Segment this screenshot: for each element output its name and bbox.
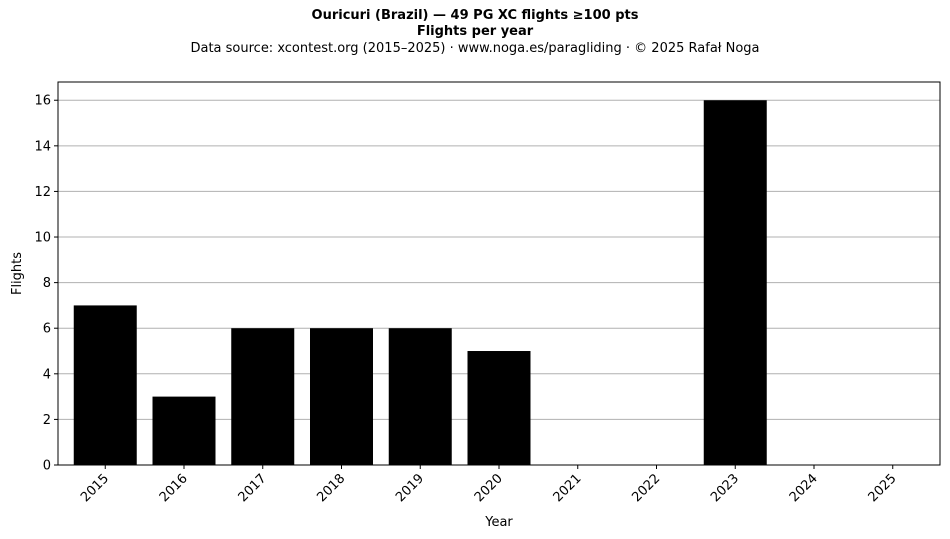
- y-tick-label: 12: [34, 185, 51, 200]
- y-tick-label: 8: [43, 276, 51, 291]
- x-axis-ticks: 2015 2016 2017 2018 2019 2020 2021 2022 2023 2024…: [78, 465, 900, 505]
- y-tick-label: 2: [43, 413, 51, 428]
- bar-2019: [388, 328, 452, 465]
- bar-2020: [467, 351, 531, 465]
- bar-2017: [231, 328, 295, 465]
- x-tick-label: 2017: [236, 471, 270, 505]
- y-tick-label: 16: [34, 94, 51, 109]
- chart-source: Data source: xcontest.org (2015–2025) · …: [190, 41, 760, 56]
- bars: [73, 100, 767, 465]
- chart-title: Ouricuri (Brazil) — 49 PG XC flights ≥10…: [311, 8, 639, 23]
- y-tick-label: 10: [34, 231, 51, 246]
- chart-subtitle: Flights per year: [416, 24, 534, 39]
- bar-2015: [73, 305, 137, 465]
- x-axis-label: Year: [484, 515, 513, 530]
- x-tick-label: 2021: [551, 471, 585, 505]
- x-tick-label: 2019: [393, 471, 427, 505]
- x-tick-label: 2016: [157, 471, 191, 505]
- y-tick-label: 6: [43, 322, 51, 337]
- x-tick-label: 2018: [314, 471, 348, 505]
- y-tick-label: 14: [34, 139, 51, 154]
- bar-2023: [703, 100, 767, 465]
- y-tick-label: 0: [43, 459, 51, 474]
- y-tick-label: 4: [43, 367, 51, 382]
- bar-2016: [152, 396, 216, 465]
- x-tick-label: 2023: [708, 471, 742, 505]
- chart-titles: Ouricuri (Brazil) — 49 PG XC flights ≥10…: [0, 8, 950, 58]
- x-tick-label: 2015: [78, 471, 112, 505]
- y-axis-label: Flights: [10, 252, 25, 295]
- x-tick-label: 2024: [787, 471, 821, 505]
- y-axis-ticks: 0 2 4 6 8 10 12 14 16: [34, 94, 58, 474]
- bar-2018: [310, 328, 373, 465]
- x-tick-label: 2025: [866, 471, 900, 505]
- x-tick-label: 2022: [629, 471, 663, 505]
- x-tick-label: 2020: [472, 471, 506, 505]
